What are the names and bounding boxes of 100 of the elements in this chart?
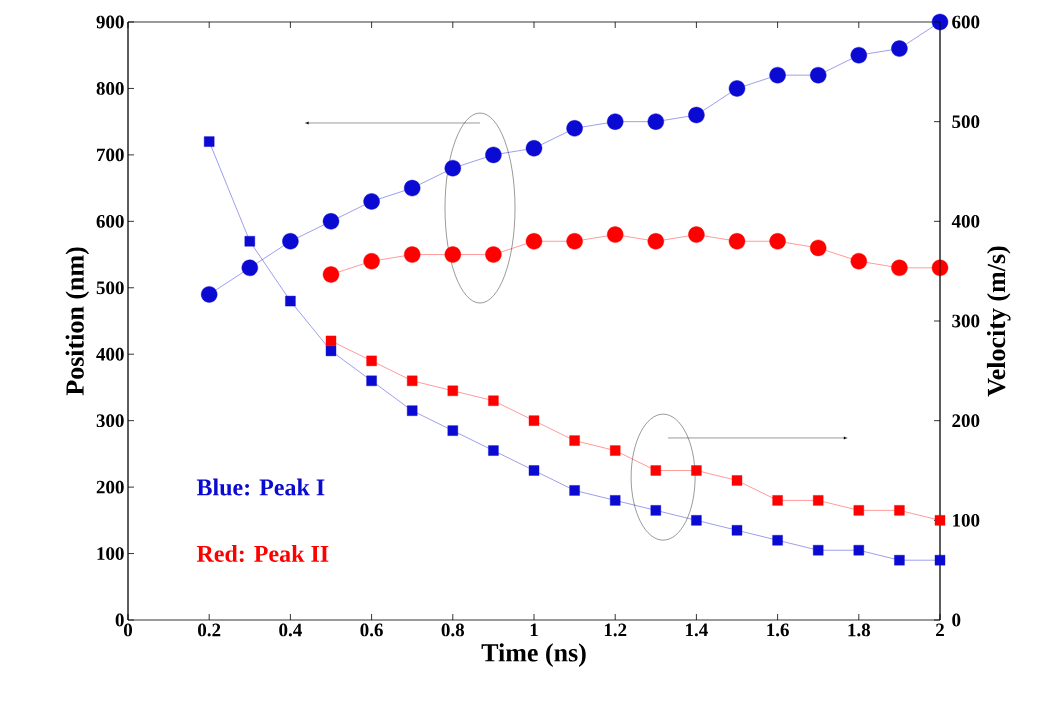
point — [569, 435, 580, 446]
point — [363, 252, 380, 270]
point — [485, 246, 502, 263]
point — [772, 495, 783, 506]
point — [853, 505, 865, 516]
point — [444, 246, 461, 263]
point — [366, 375, 377, 386]
point — [607, 226, 624, 243]
y-tick-label: 700 — [97, 148, 124, 162]
y2-tick-label: 100 — [953, 513, 980, 527]
y-tick-label: 100 — [97, 547, 124, 560]
point — [813, 545, 824, 556]
y-tick-label: 900 — [96, 15, 124, 29]
point — [691, 515, 702, 526]
y-tick-label: 800 — [96, 82, 124, 95]
point — [528, 415, 540, 426]
point — [850, 47, 868, 64]
point — [488, 445, 499, 456]
x-tick-label: 1.8 — [848, 623, 871, 637]
x-tick-label: 0 — [123, 623, 133, 637]
point — [769, 66, 786, 84]
point — [810, 66, 827, 84]
point — [404, 179, 421, 197]
point — [891, 259, 908, 277]
x-tick-label: 0.6 — [360, 623, 383, 637]
point — [728, 233, 746, 250]
point — [525, 140, 543, 157]
y2-tick-label: 200 — [952, 414, 980, 428]
point — [772, 535, 783, 546]
x-tick-label: 1.6 — [767, 623, 789, 637]
y-tick-label: 600 — [96, 214, 124, 228]
annotation: Blue: Peak I — [196, 478, 325, 496]
x-tick-label: 0.2 — [198, 623, 221, 637]
point — [610, 495, 621, 506]
y-tick-label: 0 — [115, 613, 124, 627]
point — [607, 113, 624, 130]
point — [204, 136, 215, 147]
point — [322, 213, 340, 230]
point — [282, 233, 299, 250]
y-tick-label: 300 — [96, 414, 124, 428]
x-axis-title: Time (ns) — [481, 643, 586, 667]
point — [813, 495, 824, 506]
point — [525, 233, 543, 250]
point — [731, 525, 743, 536]
point — [769, 233, 786, 250]
point — [691, 465, 702, 476]
point — [647, 113, 665, 130]
point — [485, 146, 502, 164]
annotation: Red: Peak II — [196, 545, 329, 563]
point — [325, 335, 337, 347]
point — [363, 193, 380, 210]
point — [447, 425, 458, 436]
point — [566, 120, 583, 137]
x-tick-label: 1.2 — [604, 623, 627, 637]
point — [688, 226, 705, 243]
y-tick-label: 500 — [96, 281, 124, 295]
point — [244, 236, 255, 247]
point — [650, 465, 662, 476]
point — [934, 555, 946, 566]
x-tick-label: 2 — [936, 623, 944, 637]
point — [241, 259, 258, 277]
point — [322, 266, 340, 283]
point — [934, 515, 946, 526]
y2-tick-label: 400 — [951, 214, 980, 228]
point — [325, 345, 337, 357]
point — [731, 475, 743, 486]
point — [647, 233, 665, 250]
y-axis-title: Position (nm) — [65, 247, 90, 396]
y2-tick-label: 300 — [952, 314, 980, 328]
point — [366, 355, 377, 367]
y-tick-label: 200 — [96, 480, 124, 494]
point — [447, 385, 458, 396]
point — [569, 485, 580, 496]
point — [891, 40, 908, 57]
point — [444, 159, 461, 177]
point — [201, 286, 218, 303]
y2-tick-label: 0 — [952, 613, 961, 627]
x-tick-label: 0.4 — [279, 623, 302, 637]
point — [728, 80, 746, 97]
point — [404, 246, 421, 263]
point — [894, 505, 905, 516]
y2-tick-label: 600 — [952, 15, 980, 29]
x-tick-label: 1.4 — [686, 623, 708, 637]
point — [285, 295, 296, 307]
point — [407, 375, 418, 386]
point — [931, 259, 949, 277]
y2-tick-label: 500 — [952, 115, 980, 129]
y-tick-label: 400 — [96, 347, 124, 361]
point — [528, 465, 540, 476]
point — [850, 252, 868, 270]
x-tick-label: 1 — [530, 623, 538, 637]
point — [610, 445, 621, 456]
point — [566, 233, 583, 250]
point — [488, 395, 499, 406]
point — [688, 106, 705, 124]
point — [407, 405, 418, 416]
point — [894, 555, 905, 566]
point — [650, 505, 662, 516]
point — [931, 13, 949, 31]
point — [810, 239, 827, 257]
